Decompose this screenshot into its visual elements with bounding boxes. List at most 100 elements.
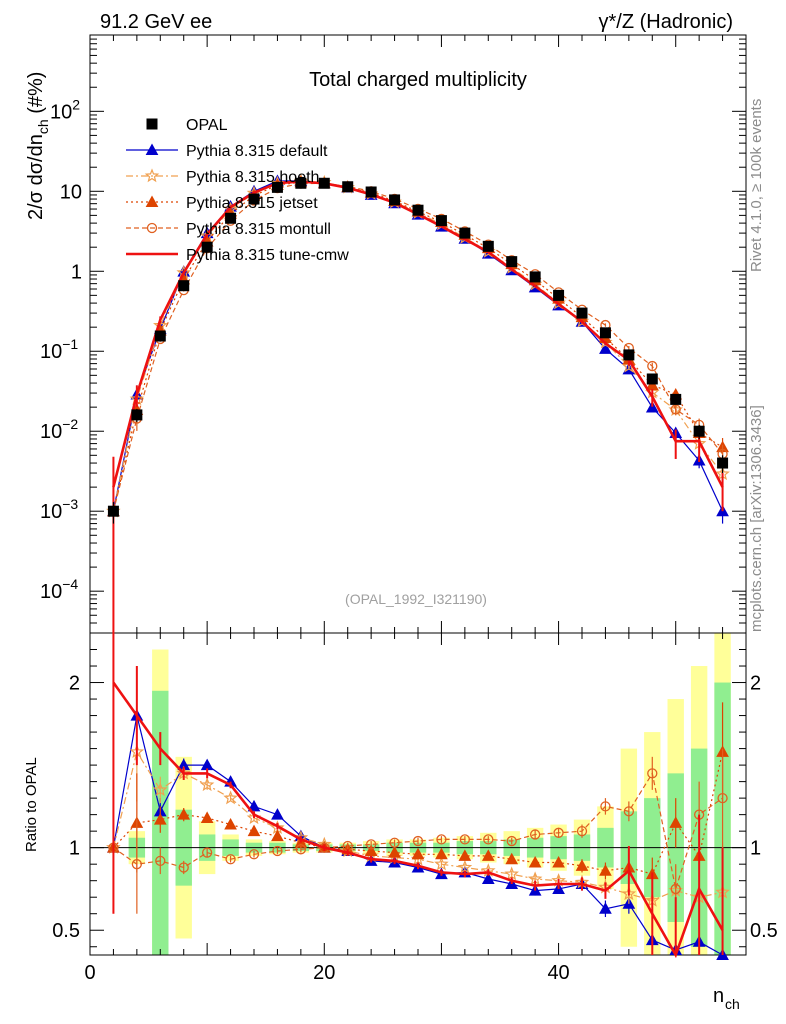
rivet-label: Rivet 4.1.0, ≥ 100k events — [748, 99, 765, 272]
ratio-point-montull — [670, 883, 681, 895]
opal-point — [482, 240, 494, 252]
x-tick-label: 20 — [313, 962, 335, 984]
ratio-point-montull — [295, 844, 307, 855]
opal-point — [693, 425, 705, 437]
x-axis-label-main: n — [713, 985, 724, 1007]
ratio-tick-label: 1 — [69, 838, 80, 860]
main-point-montull — [647, 360, 658, 372]
legend-label-default: Pythia 8.315 default — [186, 143, 328, 160]
chart-title: Total charged multiplicity — [309, 69, 527, 91]
ratio-point-default — [599, 902, 612, 914]
ratio-point-hoeth — [504, 866, 519, 881]
opal-point — [529, 271, 541, 283]
y-tick-label: 10−4 — [40, 576, 78, 603]
ratio-point-montull — [178, 862, 189, 873]
ratio-point-hoeth — [621, 886, 637, 901]
x-tick-label: 0 — [84, 962, 95, 984]
svg-text:2/σ dσ/dnch (#%): 2/σ dσ/dnch (#%) — [25, 72, 51, 220]
opal-point — [225, 212, 237, 224]
opal-point — [553, 289, 565, 301]
ratio-point-jetset — [271, 829, 284, 842]
ratio-point-jetset — [435, 847, 448, 860]
header-left: 91.2 GeV ee — [100, 11, 212, 33]
y-tick-label: 1 — [71, 261, 82, 283]
ratio-point-montull — [553, 827, 564, 838]
legend-marker-jetset — [145, 195, 159, 207]
opal-point — [623, 349, 635, 361]
legend-label-cmw: Pythia 8.315 tune-cmw — [186, 247, 349, 264]
y-tick-label: 102 — [50, 96, 80, 123]
ratio-point-hoeth — [457, 859, 473, 874]
x-axis-label: n ch — [713, 985, 740, 1012]
ratio-point-montull — [248, 849, 260, 860]
legend-label-opal: OPAL — [186, 117, 228, 134]
ratio-point-jetset — [153, 813, 167, 825]
ratio-point-jetset — [669, 816, 683, 828]
opal-point — [435, 215, 447, 227]
axes: 0 20 40 10−4 10−3 10−2 10−1 1 10 102 0.5 0.5 1 1 2 2 — [40, 34, 778, 984]
ratio-uncertainty-bands — [128, 633, 731, 955]
legend: OPAL Pythia 8.315 default Pythia 8.315 hoe… — [126, 117, 349, 264]
ratio-point-hoeth — [199, 777, 215, 792]
ratio-point-jetset — [247, 824, 261, 837]
ratio-point-jetset — [458, 849, 472, 861]
ratio-point-jetset — [411, 847, 425, 860]
y-tick-label: 10−3 — [40, 496, 78, 523]
opal-point — [459, 227, 471, 239]
analysis-id: (OPAL_1992_I321190) — [345, 591, 487, 607]
opal-point — [389, 194, 401, 206]
header-right: γ*/Z (Hadronic) — [599, 11, 733, 33]
ratio-point-default — [481, 872, 495, 885]
ratio-point-montull — [225, 854, 236, 865]
ratio-point-jetset — [388, 846, 401, 858]
ratio-point-montull — [131, 859, 143, 870]
ratio-point-jetset — [481, 849, 495, 861]
main-point-default — [599, 342, 612, 354]
ratio-tick-label-right: 1 — [750, 838, 761, 860]
legend-marker-opal — [146, 118, 158, 130]
opal-point — [271, 181, 283, 193]
ratio-point-montull — [623, 806, 635, 817]
ratio-point-default — [271, 808, 284, 820]
opal-point — [646, 373, 658, 385]
ratio-point-montull — [365, 839, 377, 850]
ratio-point-montull — [436, 834, 447, 845]
ratio-point-jetset — [364, 844, 378, 856]
ratio-point-montull — [600, 801, 611, 812]
ratio-point-montull — [389, 837, 400, 848]
ratio-point-jetset — [224, 818, 237, 830]
ratio-point-jetset — [599, 864, 612, 876]
ratio-point-montull — [717, 792, 728, 804]
main-point-default — [645, 400, 659, 413]
y-tick-label: 10 — [60, 181, 82, 203]
ratio-point-jetset — [575, 859, 589, 871]
legend-label-hoeth: Pythia 8.315 hoeth — [186, 169, 319, 186]
ratio-y-axis-label: Ratio to OPAL — [23, 757, 40, 852]
opal-point — [154, 330, 166, 342]
ratio-point-montull — [201, 847, 213, 858]
opal-point — [576, 307, 588, 319]
opal-point — [412, 204, 424, 216]
opal-point — [599, 327, 611, 339]
ratio-point-hoeth — [223, 790, 238, 805]
ratio-point-jetset — [505, 852, 519, 865]
ratio-tick-label-right: 2 — [750, 673, 761, 695]
ratio-point-hoeth — [153, 782, 168, 797]
y-tick-label: 10−2 — [40, 416, 78, 443]
ratio-plot-series — [106, 633, 730, 960]
ratio-line-montull — [113, 771, 723, 890]
ratio-point-montull — [459, 834, 471, 845]
opal-point — [318, 177, 330, 189]
ratio-point-montull — [155, 855, 166, 867]
mcplots-label: mcplots.cern.ch [arXiv:1306.3436] — [748, 405, 765, 632]
opal-point — [248, 193, 260, 205]
main-plot-series — [106, 173, 730, 633]
x-tick-label: 40 — [547, 962, 569, 984]
opal-point — [365, 186, 377, 198]
ratio-point-montull — [529, 829, 541, 840]
ratio-tick-label: 2 — [69, 673, 80, 695]
opal-point — [670, 393, 682, 405]
ratio-point-montull — [647, 768, 658, 779]
opal-point — [506, 256, 518, 268]
